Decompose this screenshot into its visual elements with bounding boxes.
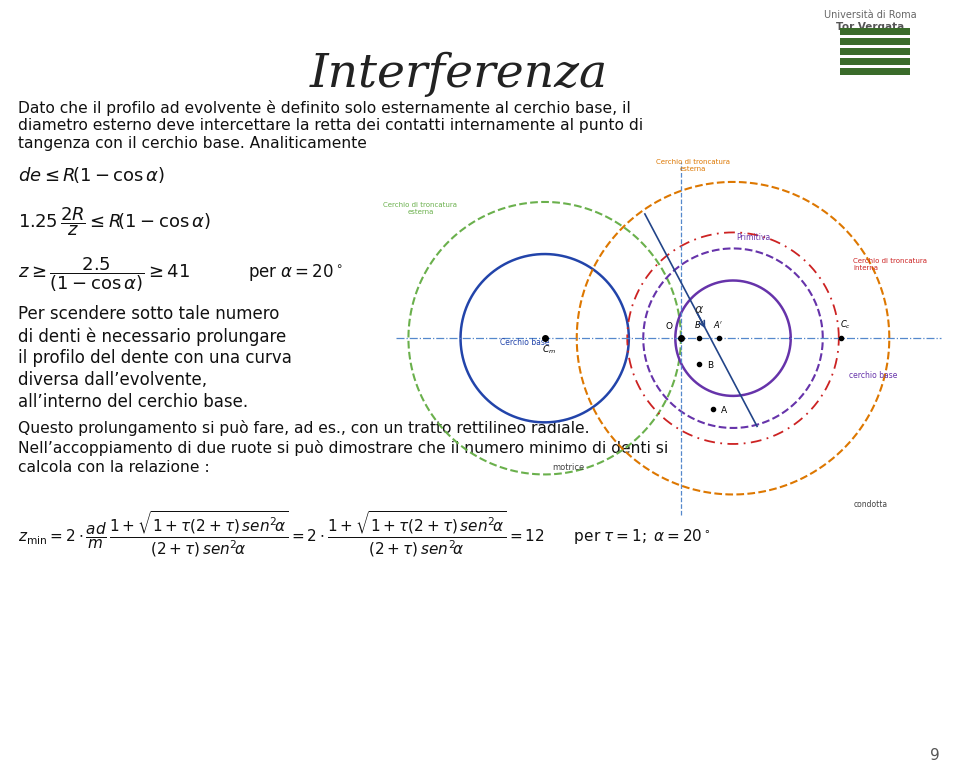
- Text: Dato che il profilo ad evolvente è definito solo esternamente al cerchio base, i: Dato che il profilo ad evolvente è defin…: [18, 100, 631, 116]
- Text: $z_{\mathrm{min}} = 2 \cdot \dfrac{ad}{m}\,\dfrac{1+\sqrt{1+\tau(2+\tau)\,sen^2\: $z_{\mathrm{min}} = 2 \cdot \dfrac{ad}{m…: [18, 510, 711, 559]
- Text: Tor Vergata: Tor Vergata: [836, 22, 904, 32]
- Text: diversa dall’evolvente,: diversa dall’evolvente,: [18, 371, 207, 389]
- Text: $\mathrm{per}\;\alpha = 20^\circ$: $\mathrm{per}\;\alpha = 20^\circ$: [248, 262, 342, 283]
- Text: motrice: motrice: [552, 464, 585, 473]
- Text: $A'$: $A'$: [713, 318, 724, 330]
- Text: calcola con la relazione :: calcola con la relazione :: [18, 460, 210, 475]
- Text: $de \leq R\!\left(1-\cos\alpha\right)$: $de \leq R\!\left(1-\cos\alpha\right)$: [18, 165, 165, 185]
- Text: $C_c$: $C_c$: [840, 318, 851, 331]
- Bar: [840, 68, 910, 75]
- Text: cerchio base: cerchio base: [850, 372, 898, 380]
- Text: Cerchio base: Cerchio base: [500, 337, 550, 347]
- Text: $z \geq \dfrac{2.5}{\left(1-\cos\alpha\right)} \geq 41$: $z \geq \dfrac{2.5}{\left(1-\cos\alpha\r…: [18, 255, 190, 293]
- Text: condotta: condotta: [854, 499, 887, 508]
- Text: Questo prolungamento si può fare, ad es., con un tratto rettilineo radiale.: Questo prolungamento si può fare, ad es.…: [18, 420, 590, 436]
- Text: Università di Roma: Università di Roma: [824, 10, 916, 20]
- Text: Interferenza: Interferenza: [310, 52, 608, 97]
- Bar: [840, 28, 910, 35]
- Text: Primitiva: Primitiva: [736, 233, 770, 242]
- Text: Cerchio di troncatura
esterna: Cerchio di troncatura esterna: [656, 160, 730, 173]
- Text: O: O: [666, 321, 672, 331]
- Text: diametro esterno deve intercettare la retta dei contatti internamente al punto d: diametro esterno deve intercettare la re…: [18, 118, 643, 133]
- Text: $B'$: $B'$: [694, 318, 704, 330]
- Text: il profilo del dente con una curva: il profilo del dente con una curva: [18, 349, 292, 367]
- Text: Nell’accoppiamento di due ruote si può dimostrare che il numero minimo di denti : Nell’accoppiamento di due ruote si può d…: [18, 440, 668, 456]
- Text: $1.25\,\dfrac{2R}{z} \leq R\!\left(1-\cos\alpha\right)$: $1.25\,\dfrac{2R}{z} \leq R\!\left(1-\co…: [18, 205, 211, 238]
- Text: Cerchio di troncatura
esterna: Cerchio di troncatura esterna: [384, 202, 457, 215]
- Text: Per scendere sotto tale numero: Per scendere sotto tale numero: [18, 305, 279, 323]
- Text: $C_m$: $C_m$: [542, 344, 555, 356]
- Text: tangenza con il cerchio base. Analiticamente: tangenza con il cerchio base. Analiticam…: [18, 136, 367, 151]
- Text: $\alpha$: $\alpha$: [693, 302, 704, 315]
- Bar: [840, 48, 910, 55]
- Text: A: A: [721, 406, 727, 415]
- Text: 9: 9: [930, 748, 940, 760]
- Text: all’interno del cerchio base.: all’interno del cerchio base.: [18, 393, 248, 411]
- Bar: [840, 58, 910, 65]
- Text: Cerchio di troncatura
interna: Cerchio di troncatura interna: [854, 258, 927, 271]
- Text: B: B: [708, 361, 713, 370]
- Bar: [840, 38, 910, 45]
- Text: di denti è necessario prolungare: di denti è necessario prolungare: [18, 327, 286, 346]
